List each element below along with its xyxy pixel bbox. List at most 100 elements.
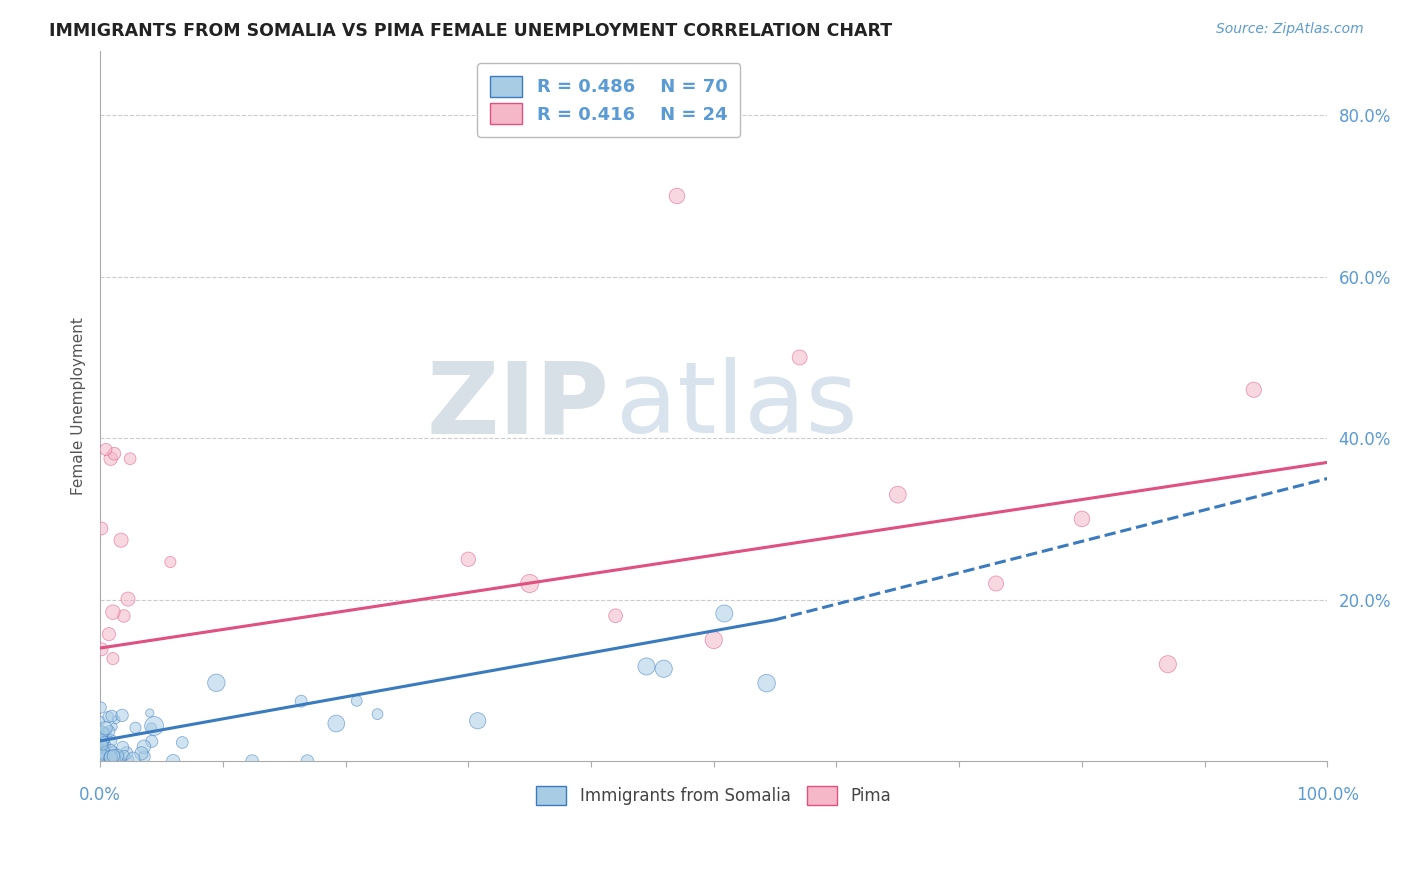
Point — [96, 738, 118, 752]
Point — [93, 739, 115, 753]
Point — [789, 351, 811, 365]
Point — [107, 751, 129, 765]
Text: 0.0%: 0.0% — [79, 786, 121, 804]
Point — [124, 721, 146, 735]
Point — [100, 451, 122, 466]
Point — [172, 735, 194, 749]
Point — [101, 709, 124, 723]
Point — [90, 724, 112, 739]
Point — [1157, 657, 1180, 672]
Point — [103, 748, 125, 763]
Point — [605, 608, 627, 623]
Point — [91, 729, 114, 743]
Point — [97, 752, 120, 766]
Point — [98, 724, 121, 739]
Point — [240, 754, 263, 768]
Point — [90, 747, 112, 761]
Point — [97, 710, 120, 724]
Point — [103, 447, 125, 461]
Point — [94, 442, 117, 457]
Point — [105, 713, 128, 727]
Point — [122, 752, 145, 766]
Point — [91, 747, 114, 761]
Point — [90, 521, 112, 535]
Point — [91, 729, 114, 743]
Point — [91, 747, 114, 761]
Point — [100, 743, 122, 757]
Point — [90, 752, 112, 766]
Text: Source: ZipAtlas.com: Source: ZipAtlas.com — [1216, 22, 1364, 37]
Point — [103, 720, 125, 734]
Point — [100, 750, 122, 764]
Point — [91, 739, 114, 753]
Point — [132, 739, 155, 754]
Point — [112, 609, 135, 624]
Text: atlas: atlas — [616, 358, 858, 454]
Point — [120, 451, 142, 466]
Point — [652, 662, 675, 676]
Point — [94, 721, 117, 735]
Point — [94, 725, 117, 739]
Point — [115, 746, 138, 760]
Y-axis label: Female Unemployment: Female Unemployment — [72, 317, 86, 495]
Point — [1071, 512, 1094, 526]
Point — [141, 734, 163, 748]
Point — [91, 728, 114, 742]
Point — [755, 676, 778, 690]
Point — [162, 754, 184, 768]
Point — [90, 642, 112, 657]
Point — [325, 716, 347, 731]
Point — [139, 706, 162, 720]
Point — [131, 747, 153, 761]
Point — [159, 555, 181, 569]
Point — [290, 694, 312, 708]
Point — [97, 627, 120, 641]
Point — [1243, 383, 1265, 397]
Point — [457, 552, 479, 566]
Point — [103, 751, 125, 765]
Point — [94, 743, 117, 757]
Point — [134, 749, 156, 764]
Point — [665, 189, 688, 203]
Point — [141, 721, 163, 735]
Point — [101, 605, 124, 619]
Point — [114, 748, 136, 763]
Point — [887, 488, 910, 502]
Point — [89, 714, 111, 728]
Point — [91, 746, 114, 760]
Text: 100.0%: 100.0% — [1296, 786, 1358, 804]
Text: IMMIGRANTS FROM SOMALIA VS PIMA FEMALE UNEMPLOYMENT CORRELATION CHART: IMMIGRANTS FROM SOMALIA VS PIMA FEMALE U… — [49, 22, 893, 40]
Point — [98, 750, 121, 764]
Point — [297, 754, 319, 768]
Point — [519, 576, 541, 591]
Point — [111, 708, 134, 723]
Point — [984, 576, 1007, 591]
Point — [94, 741, 117, 756]
Point — [93, 753, 115, 767]
Point — [205, 675, 228, 690]
Point — [713, 607, 735, 621]
Point — [91, 733, 114, 747]
Point — [103, 754, 125, 768]
Point — [100, 733, 122, 747]
Point — [93, 734, 115, 748]
Point — [90, 700, 112, 714]
Point — [346, 694, 368, 708]
Legend: Immigrants from Somalia, Pima: Immigrants from Somalia, Pima — [524, 774, 903, 817]
Point — [94, 728, 117, 742]
Text: ZIP: ZIP — [426, 358, 609, 454]
Point — [103, 745, 125, 759]
Point — [636, 659, 658, 673]
Point — [101, 651, 124, 665]
Point — [703, 632, 725, 647]
Point — [96, 724, 118, 739]
Point — [90, 725, 112, 739]
Point — [366, 707, 388, 722]
Point — [111, 740, 134, 755]
Point — [110, 533, 132, 548]
Point — [467, 714, 489, 728]
Point — [105, 748, 128, 763]
Point — [118, 752, 141, 766]
Point — [103, 754, 125, 768]
Point — [108, 754, 131, 768]
